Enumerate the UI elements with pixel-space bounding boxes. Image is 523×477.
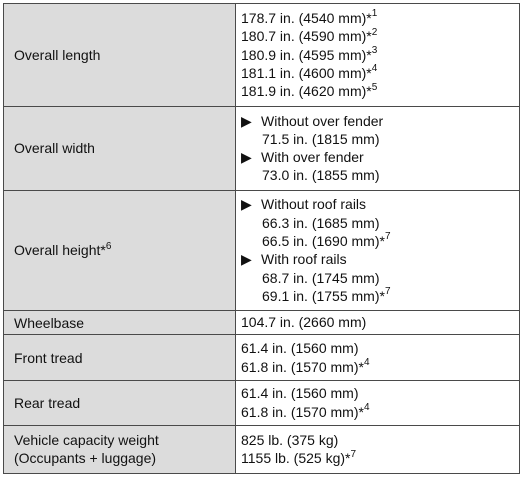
value-line: 61.4 in. (1560 mm) (241, 385, 359, 402)
table-row-wheelbase: Wheelbase 104.7 in. (2660 mm) (3, 309, 520, 336)
row-values: 178.7 in. (4540 mm)*1 180.7 in. (4590 mm… (235, 3, 520, 107)
row-label: Front tread (3, 334, 236, 381)
value-line: 104.7 in. (2660 mm) (241, 314, 367, 331)
value-line: 180.9 in. (4595 mm)*3 (241, 45, 378, 63)
table-row-rear-tread: Rear tread 61.4 in. (1560 mm) 61.8 in. (… (3, 379, 520, 426)
row-label: Overall length (3, 3, 236, 107)
value-line: 66.3 in. (1685 mm) (262, 214, 380, 231)
value-line: ▶ Without roof rails (241, 196, 367, 213)
value-line: 61.8 in. (1570 mm)*4 (241, 401, 370, 420)
value-line: ▶ With over fender (241, 149, 364, 166)
value-line: 825 lb. (375 kg) (241, 432, 339, 449)
table-row-overall-width: Overall width ▶ Without over fender 71.5 … (3, 105, 520, 191)
triangle-bullet-icon: ▶ (241, 251, 252, 268)
value-line: 181.1 in. (4600 mm)*4 (241, 63, 378, 81)
value-line: 71.5 in. (1815 mm) (262, 130, 380, 147)
value-line: 61.4 in. (1560 mm) (241, 340, 359, 357)
value-line: 181.9 in. (4620 mm)*5 (241, 81, 378, 100)
value-line: ▶ With roof rails (241, 251, 347, 268)
row-values: 104.7 in. (2660 mm) (235, 309, 520, 336)
row-label: Overall width (3, 105, 236, 191)
row-values: ▶ Without over fender 71.5 in. (1815 mm) … (235, 105, 520, 191)
triangle-bullet-icon: ▶ (241, 149, 252, 166)
row-values: 61.4 in. (1560 mm) 61.8 in. (1570 mm)*4 (235, 379, 520, 426)
row-values: 61.4 in. (1560 mm) 61.8 in. (1570 mm)*4 (235, 334, 520, 381)
row-label: Rear tread (3, 379, 236, 426)
row-values: ▶ Without roof rails 66.3 in. (1685 mm) 6… (235, 189, 520, 311)
value-line: 68.7 in. (1745 mm) (262, 269, 380, 286)
dimensions-table: Overall length 178.7 in. (4540 mm)*1 180… (3, 3, 520, 475)
value-line: 178.7 in. (4540 mm)*1 (241, 8, 378, 27)
triangle-bullet-icon: ▶ (241, 196, 252, 213)
row-label: Overall height*6 (3, 189, 236, 311)
row-label: Vehicle capacity weight (Occupants + lug… (3, 424, 236, 475)
value-line: 69.1 in. (1755 mm)*7 (262, 286, 391, 304)
value-line: ▶ Without over fender (241, 112, 384, 129)
row-label: Wheelbase (3, 309, 236, 336)
table-row-overall-length: Overall length 178.7 in. (4540 mm)*1 180… (3, 3, 520, 107)
row-values: 825 lb. (375 kg) 1155 lb. (525 kg)*7 (235, 424, 520, 475)
value-line: 66.5 in. (1690 mm)*7 (262, 231, 391, 249)
table-row-overall-height: Overall height*6 ▶ Without roof rails 66.… (3, 189, 520, 311)
value-line: 73.0 in. (1855 mm) (262, 167, 380, 184)
value-line: 180.7 in. (4590 mm)*2 (241, 26, 378, 45)
value-line: 1155 lb. (525 kg)*7 (241, 448, 357, 467)
triangle-bullet-icon: ▶ (241, 112, 252, 129)
value-line: 61.8 in. (1570 mm)*4 (241, 356, 370, 375)
table-row-front-tread: Front tread 61.4 in. (1560 mm) 61.8 in. … (3, 334, 520, 381)
table-row-vehicle-capacity-weight: Vehicle capacity weight (Occupants + lug… (3, 424, 520, 475)
